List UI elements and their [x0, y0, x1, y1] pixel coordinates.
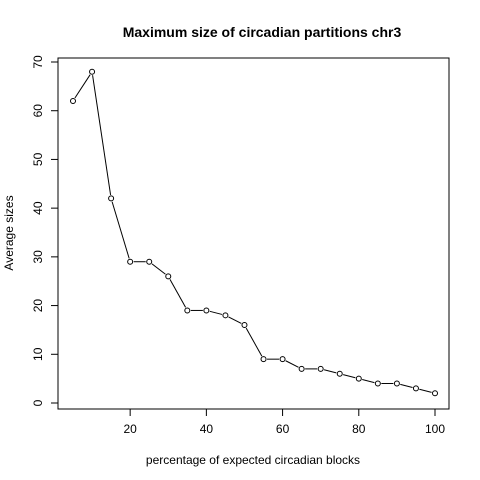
series-line-segment	[323, 369, 337, 374]
x-tick-label: 60	[276, 422, 290, 436]
series-line-segment	[209, 310, 223, 315]
series-line-segment	[151, 263, 166, 275]
data-point	[165, 273, 172, 280]
data-point	[203, 307, 210, 314]
y-tick-label: 10	[31, 347, 45, 361]
data-point	[89, 68, 96, 75]
data-point	[336, 370, 343, 377]
y-tick-label: 30	[31, 250, 45, 264]
data-point	[317, 365, 324, 372]
data-point	[222, 312, 229, 319]
series-line-segment	[419, 388, 432, 393]
data-point	[146, 258, 153, 265]
x-axis: 20 40 60 80 100	[123, 408, 445, 436]
data-point	[355, 375, 362, 382]
x-tick-label: 80	[352, 422, 366, 436]
x-tick-label: 20	[123, 422, 137, 436]
y-tick-label: 60	[31, 104, 45, 118]
series-line-segment	[400, 383, 413, 389]
y-tick-label: 20	[31, 299, 45, 313]
x-tick-label: 100	[425, 422, 445, 436]
data-point	[432, 390, 438, 397]
data-point	[374, 380, 381, 387]
series-layer	[70, 68, 438, 397]
data-point	[260, 356, 267, 363]
series-line-segment	[343, 374, 356, 379]
data-point	[108, 195, 115, 202]
series-line-segment	[245, 327, 263, 357]
data-point	[127, 258, 134, 265]
data-point	[298, 365, 305, 372]
series-line-segment	[228, 316, 242, 324]
y-axis-label: Average sizes	[2, 195, 16, 270]
data-point	[393, 380, 400, 387]
data-point	[279, 356, 286, 363]
y-tick-label: 70	[31, 55, 45, 69]
y-tick-label: 0	[31, 399, 45, 406]
series-line-segment	[362, 379, 375, 384]
data-point	[70, 97, 76, 104]
x-axis-label: percentage of expected circadian blocks	[146, 453, 360, 467]
series-line-segment	[285, 360, 299, 368]
x-tick-label: 40	[200, 422, 214, 436]
y-tick-label: 50	[31, 152, 45, 166]
data-point	[184, 307, 191, 314]
series-line-segment	[169, 279, 187, 308]
y-axis: 0 10 20 30 40 50 60 70	[31, 55, 59, 406]
series-line-segment	[74, 74, 91, 99]
chart-title: Maximum size of circadian partitions chr…	[123, 24, 402, 40]
plot-box	[57, 57, 450, 410]
data-point	[412, 385, 419, 392]
series-line-segment	[111, 201, 130, 259]
y-tick-label: 40	[31, 201, 45, 215]
series-line-segment	[92, 75, 112, 196]
data-point	[241, 322, 248, 329]
